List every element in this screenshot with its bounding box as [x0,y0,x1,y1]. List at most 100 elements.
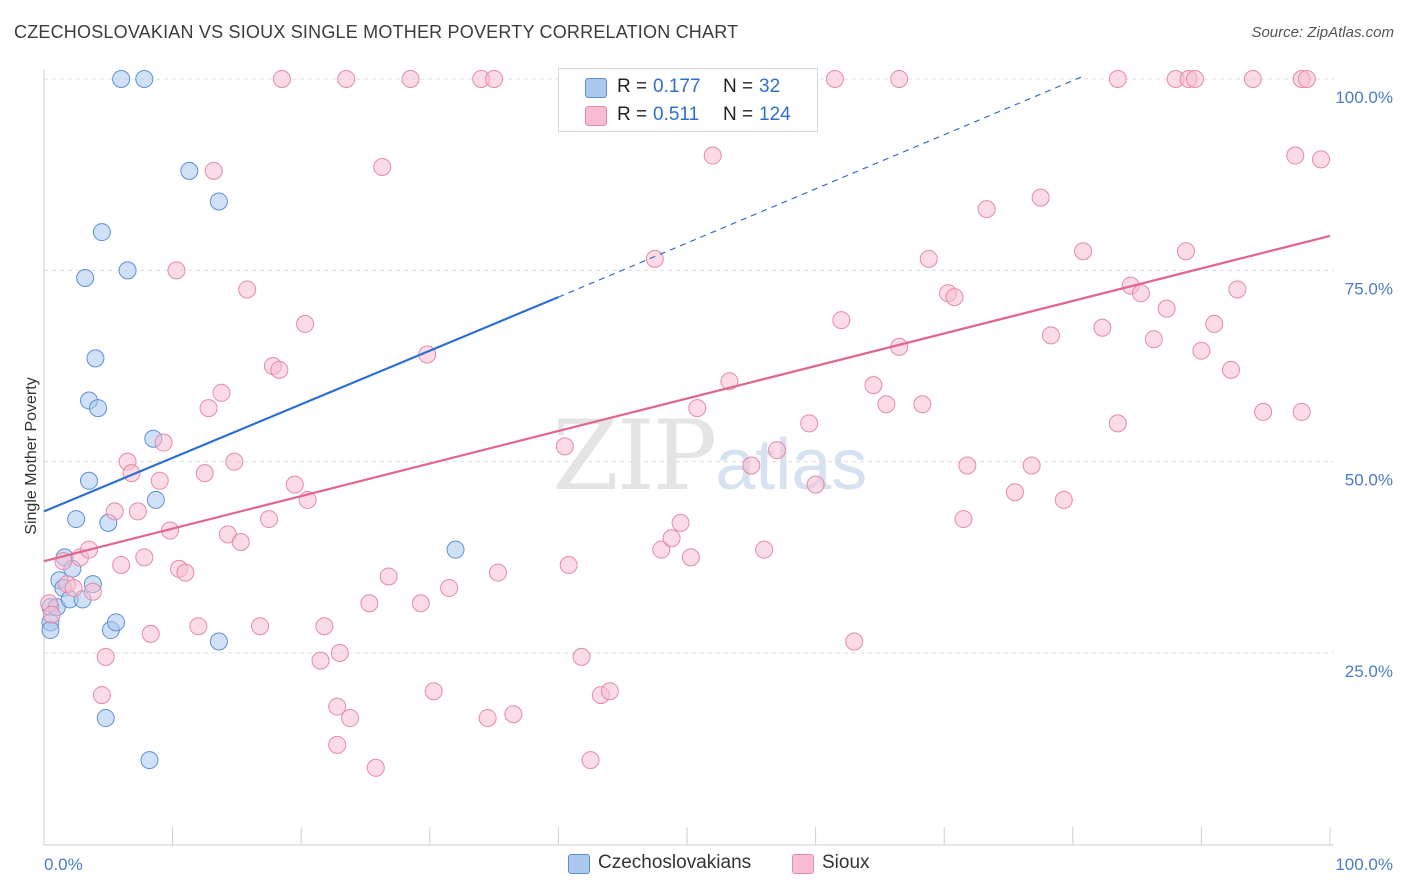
series-sioux [40,70,1330,777]
legend-row-czechoslovakians: R = 0.177 N = 32 [559,73,817,101]
data-point [572,647,591,666]
legend-row-sioux: R = 0.511 N = 124 [559,101,817,129]
data-point [645,249,664,268]
data-point [154,433,173,452]
data-point [1031,188,1050,207]
bottom-legend-label-czechoslovakians: Czechoslovakians [598,852,752,873]
data-point [260,510,279,529]
data-point [195,464,214,483]
trend-line [43,234,1331,563]
data-point [1243,70,1262,88]
data-point [373,158,392,177]
data-point [1205,314,1224,333]
data-point [41,621,60,640]
data-point [1221,360,1240,379]
data-point [128,502,147,521]
legend-r-label: R = [617,104,648,125]
data-point [1176,242,1195,261]
legend-r-label: R = [617,76,648,97]
data-point [688,399,707,418]
legend-n-label: N = [723,104,754,125]
data-point [485,70,504,88]
data-point [167,261,186,280]
data-point [440,578,459,597]
data-point [146,490,165,509]
data-point [478,709,497,728]
data-point [913,395,932,414]
data-point [341,709,360,728]
data-point [1093,318,1112,337]
data-point [1131,284,1150,303]
data-point [446,540,465,559]
data-point [1022,456,1041,475]
chart-title: CZECHOSLOVAKIAN VS SIOUX SINGLE MOTHER P… [14,22,739,42]
data-point [199,399,218,418]
data-point [112,70,131,88]
data-point [64,578,83,597]
data-point [977,200,996,219]
data-point [945,288,964,307]
y-tick-labels: 25.0% 50.0% 75.0% 100.0% [1335,88,1393,681]
data-point [83,582,102,601]
y-tick-label: 50.0% [1345,471,1393,490]
trend-line-extension [558,74,1086,298]
data-point [424,682,443,701]
grid-lines [44,78,1334,654]
data-point [755,540,774,559]
data-point [135,70,154,88]
watermark-atlas: atlas [715,425,868,505]
legend-swatch-sioux [585,106,607,126]
data-point [411,594,430,613]
data-point [285,475,304,494]
data-point [86,349,105,368]
data-point [1157,299,1176,318]
data-point [1292,402,1311,421]
data-point [504,705,523,724]
data-point [189,617,208,636]
data-point [877,395,896,414]
data-point [1108,414,1127,433]
data-point [681,548,700,567]
data-point [238,280,257,299]
data-point [703,146,722,165]
data-point [251,617,270,636]
data-point [67,510,86,529]
bottom-legend-label-sioux: Sioux [822,852,870,873]
y-tick-label: 25.0% [1345,662,1393,681]
data-point [315,617,334,636]
data-point [825,70,844,88]
data-point [92,686,111,705]
data-point [890,70,909,88]
data-point [864,376,883,395]
data-point [272,70,291,88]
data-point [366,758,385,777]
data-point [328,697,347,716]
data-point [401,70,420,88]
data-point [180,161,199,180]
data-point [204,161,223,180]
data-point [96,709,115,728]
data-point [140,751,159,770]
data-point [662,529,681,548]
data-point [1185,70,1204,88]
watermark-zip: ZIP [552,400,717,512]
data-point [112,555,131,574]
x-tick-label: 0.0% [44,855,83,874]
data-point [1074,242,1093,261]
data-point [1108,70,1127,88]
data-point [742,456,761,475]
legend-n-value: 124 [759,104,791,125]
data-point [96,647,115,666]
data-point [671,513,690,532]
data-point [311,651,330,670]
data-point [118,261,137,280]
data-point [600,682,619,701]
data-point [806,475,825,494]
data-point [1228,280,1247,299]
x-tick-label: 100.0% [1335,855,1393,874]
data-point [1286,146,1305,165]
data-point [92,223,111,242]
x-axis-ticks [43,827,1331,845]
data-point [1005,483,1024,502]
